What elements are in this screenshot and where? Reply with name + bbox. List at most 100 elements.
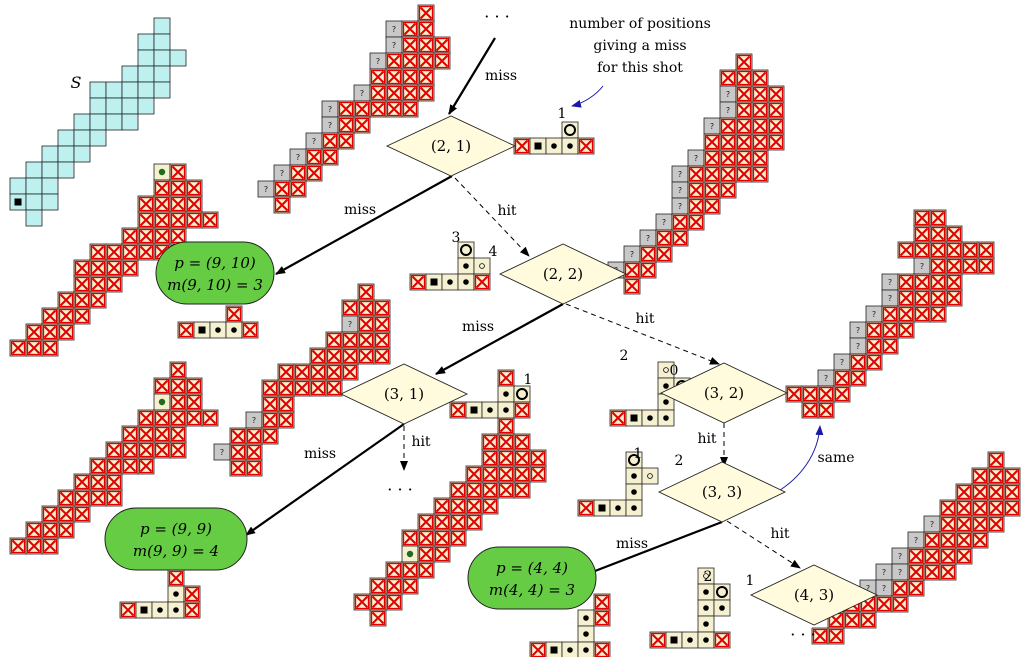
miss-cross-icon	[91, 245, 105, 259]
miss-cross-icon	[1005, 501, 1019, 515]
miss-mark-frame	[898, 290, 914, 306]
miss-cross-icon	[973, 533, 987, 547]
miss-cross-icon	[931, 275, 945, 289]
decision-node-label: (2, 1)	[431, 137, 471, 155]
miss-cross-icon	[139, 427, 153, 441]
miss-mark-frame	[138, 228, 154, 244]
miss-cross-icon	[941, 501, 955, 515]
miss-mark-frame	[42, 308, 58, 324]
miss-mark-frame	[714, 632, 730, 648]
miss-cross-icon	[947, 275, 961, 289]
miss-mark-frame	[946, 242, 962, 258]
miss-cross-icon	[291, 166, 305, 180]
miss-cross-icon	[941, 549, 955, 563]
candidate-grid-miss21	[9, 163, 219, 357]
miss-cross-icon	[403, 54, 417, 68]
miss-cross-icon	[803, 403, 817, 417]
miss-mark-frame	[466, 514, 482, 530]
candidate-grid-hit33: ???????	[811, 451, 1021, 645]
miss-mark-frame	[322, 133, 338, 149]
miss-mark-frame	[326, 364, 342, 380]
unknown-mark: ?	[328, 105, 332, 114]
miss-cross-icon	[355, 595, 369, 609]
miss-mark-frame	[230, 444, 246, 460]
miss-mark-frame	[170, 362, 186, 378]
miss-mark-frame	[402, 101, 418, 117]
miss-mark-frame	[876, 596, 892, 612]
miss-cross-icon	[419, 38, 433, 52]
miss-cross-icon	[845, 613, 859, 627]
terminal-shape	[467, 546, 597, 610]
miss-cross-icon	[483, 483, 497, 497]
miss-cross-icon	[499, 419, 513, 433]
miss-cross-icon	[203, 213, 217, 227]
grid-cell	[25, 193, 43, 211]
miss-mark-frame	[466, 482, 482, 498]
miss-mark-frame	[450, 514, 466, 530]
miss-mark-frame	[122, 426, 138, 442]
miss-cross-icon	[753, 103, 767, 117]
miss-cross-icon	[989, 469, 1003, 483]
miss-mark-frame	[650, 632, 666, 648]
miss-mark-frame	[752, 134, 768, 150]
miss-mark-frame	[482, 434, 498, 450]
miss-mark-frame	[736, 118, 752, 134]
miss-mark-frame	[58, 308, 74, 324]
miss-mark-frame	[278, 364, 294, 380]
miss-cross-icon	[375, 333, 389, 347]
miss-cross-icon	[419, 86, 433, 100]
grid-cell	[41, 161, 59, 179]
miss-cross-icon	[275, 182, 289, 196]
miss-cross-icon	[311, 381, 325, 395]
miss-mark-frame	[386, 578, 402, 594]
miss-cross-icon	[91, 293, 105, 307]
miss-mark-frame	[434, 546, 450, 562]
miss-mark-frame	[74, 506, 90, 522]
miss-mark-frame	[924, 564, 940, 580]
edge-label-miss-31: miss	[304, 446, 336, 462]
anchor-square-icon	[198, 326, 206, 334]
miss-cross-icon	[59, 491, 73, 505]
miss-mark-frame	[154, 196, 170, 212]
miss-cross-icon	[769, 135, 783, 149]
miss-mark-frame	[262, 380, 278, 396]
miss-mark-frame	[120, 602, 136, 618]
miss-mark-frame	[530, 450, 546, 466]
miss-cross-icon	[59, 507, 73, 521]
miss-cross-icon	[171, 379, 185, 393]
miss-cross-icon	[979, 243, 993, 257]
grid-cell	[89, 129, 107, 147]
miss-mark-frame	[338, 133, 354, 149]
miss-cross-icon	[403, 102, 417, 116]
position-dot-icon	[158, 168, 166, 176]
miss-mark-frame	[930, 274, 946, 290]
miss-mark-frame	[1004, 500, 1020, 516]
miss-cross-icon	[973, 469, 987, 483]
unknown-mark: ?	[888, 294, 892, 303]
miss-mark-frame	[930, 210, 946, 226]
miss-mark-frame	[736, 54, 752, 70]
hit-dot-icon	[703, 621, 709, 627]
edge-22-miss	[435, 303, 564, 375]
edge-label-miss-22: miss	[462, 319, 494, 335]
miss-mark-frame	[914, 210, 930, 226]
miss-mark-frame	[186, 378, 202, 394]
miss-mark-frame	[402, 578, 418, 594]
unknown-mark: ?	[646, 234, 650, 243]
miss-mark-frame	[898, 274, 914, 290]
miss-cross-icon	[375, 317, 389, 331]
miss-mark-frame	[498, 434, 514, 450]
hit-dot-icon	[463, 279, 469, 285]
miss-cross-icon	[359, 333, 373, 347]
miss-mark-frame	[418, 37, 434, 53]
miss-cross-icon	[359, 285, 373, 299]
miss-cross-icon	[107, 443, 121, 457]
miss-mark-frame	[892, 580, 908, 596]
miss-mark-frame	[386, 594, 402, 610]
miss-cross-icon	[973, 501, 987, 515]
unknown-mark: ?	[898, 552, 902, 561]
miss-cross-icon	[941, 565, 955, 579]
miss-mark-frame	[418, 5, 434, 21]
miss-cross-icon	[139, 197, 153, 211]
